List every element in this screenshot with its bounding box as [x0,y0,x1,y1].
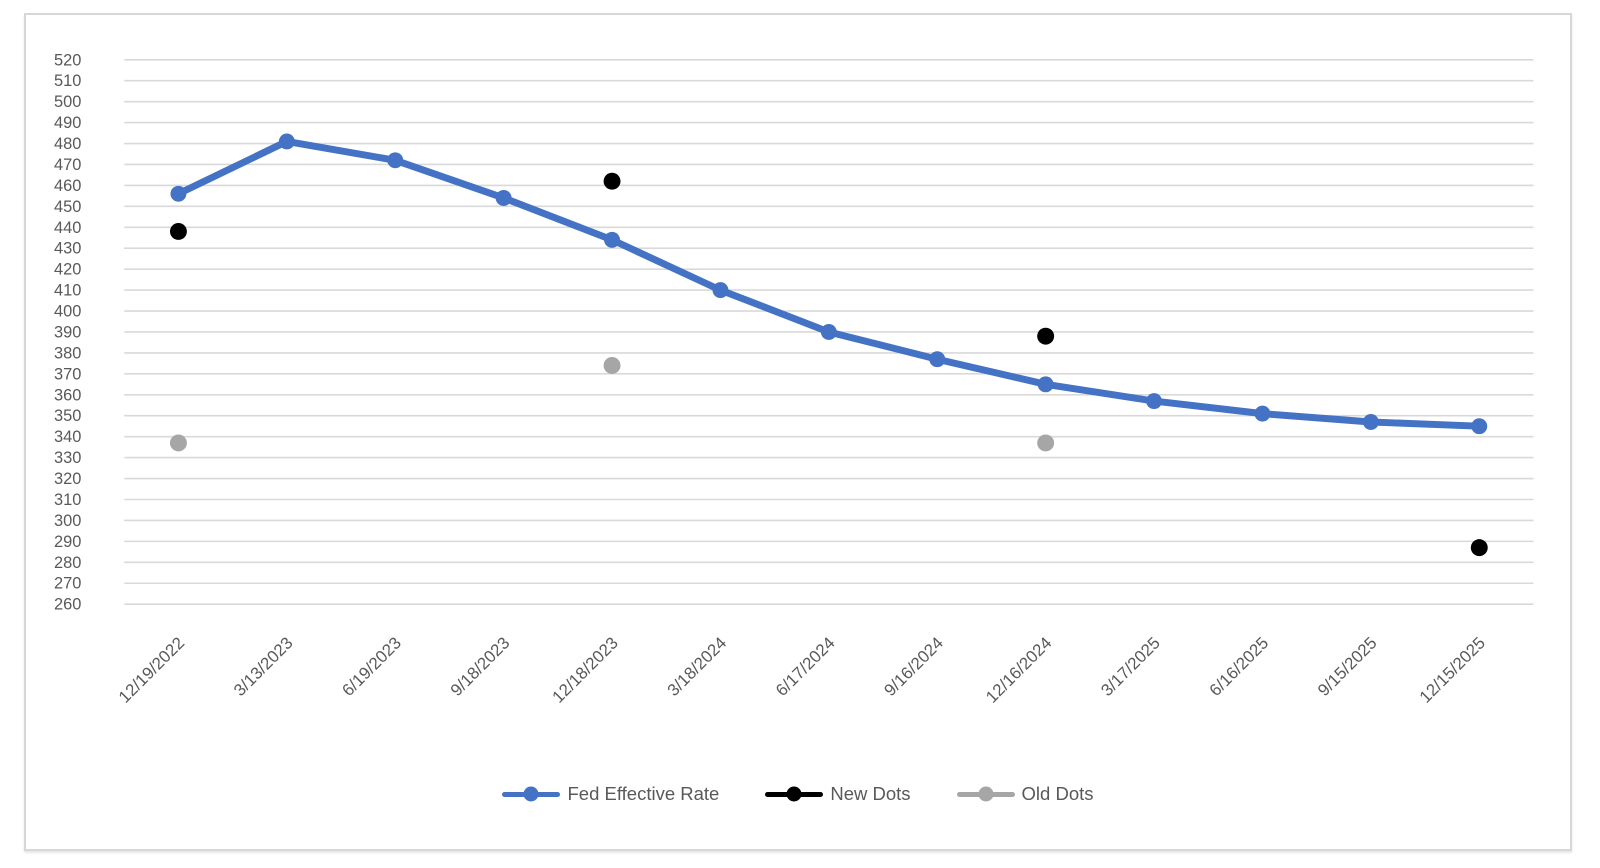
svg-text:500: 500 [54,93,81,111]
svg-text:430: 430 [54,240,81,258]
svg-text:6/17/2024: 6/17/2024 [772,633,839,700]
svg-text:460: 460 [54,177,81,195]
svg-text:350: 350 [54,407,81,425]
chart-card: 260 270 280 290 300 310 320 330 340 350 360 370 380 3… [24,13,1572,851]
old-dots-line-marker-icon [956,786,1015,802]
svg-text:520: 520 [54,51,81,69]
legend-item-old-dots: Old Dots [956,783,1094,805]
svg-text:510: 510 [54,72,81,90]
svg-text:12/16/2024: 12/16/2024 [982,633,1055,706]
svg-text:450: 450 [54,198,81,216]
svg-text:3/13/2023: 3/13/2023 [230,633,297,700]
svg-text:12/15/2025: 12/15/2025 [1416,633,1489,706]
svg-text:310: 310 [54,491,81,509]
svg-text:9/15/2025: 9/15/2025 [1314,633,1381,700]
svg-text:3/17/2025: 3/17/2025 [1097,633,1164,700]
svg-text:280: 280 [54,554,81,572]
svg-text:360: 360 [54,386,81,404]
svg-text:480: 480 [54,135,81,153]
legend-label-new-dots: New Dots [830,783,911,804]
svg-text:300: 300 [54,512,81,530]
chart-legend: Fed Effective Rate New Dots Old Dots [26,783,1570,805]
series-new-dots [169,172,1488,557]
svg-text:410: 410 [54,282,81,300]
svg-text:9/16/2024: 9/16/2024 [880,633,947,700]
x-axis-labels: 12/19/2022 3/13/2023 6/19/2023 9/18/2023 12/… [115,633,1489,706]
fed-rate-dot-plot-chart: 260 270 280 290 300 310 320 330 340 350 360 370 380 3… [54,51,1534,707]
svg-text:260: 260 [54,596,81,614]
svg-text:420: 420 [54,261,81,279]
svg-text:330: 330 [54,449,81,467]
svg-text:490: 490 [54,114,81,132]
svg-text:370: 370 [54,365,81,383]
svg-text:12/18/2023: 12/18/2023 [549,633,622,706]
svg-text:6/16/2025: 6/16/2025 [1206,633,1273,700]
svg-text:320: 320 [54,470,81,488]
svg-text:400: 400 [54,303,81,321]
legend-label-old-dots: Old Dots [1021,783,1094,804]
series-old-dots [169,357,1055,452]
svg-text:12/19/2022: 12/19/2022 [115,633,188,706]
svg-text:270: 270 [54,575,81,593]
svg-text:290: 290 [54,533,81,551]
legend-item-new-dots: New Dots [765,783,911,805]
new-dots-line-marker-icon [765,786,824,802]
svg-text:390: 390 [54,323,81,341]
svg-text:440: 440 [54,219,81,237]
svg-text:3/18/2024: 3/18/2024 [664,633,731,700]
legend-item-fed-effective-rate: Fed Effective Rate [502,783,719,805]
svg-text:9/18/2023: 9/18/2023 [447,633,514,700]
svg-text:340: 340 [54,428,81,446]
svg-text:470: 470 [54,156,81,174]
legend-label-fed-effective-rate: Fed Effective Rate [567,783,720,804]
y-axis-labels: 260 270 280 290 300 310 320 330 340 350 360 370 380 3… [54,51,81,613]
svg-text:6/19/2023: 6/19/2023 [338,633,405,700]
fed-effective-rate-line-marker-icon [502,786,561,802]
series-fed-effective-rate [170,133,1488,435]
svg-text:380: 380 [54,344,81,362]
